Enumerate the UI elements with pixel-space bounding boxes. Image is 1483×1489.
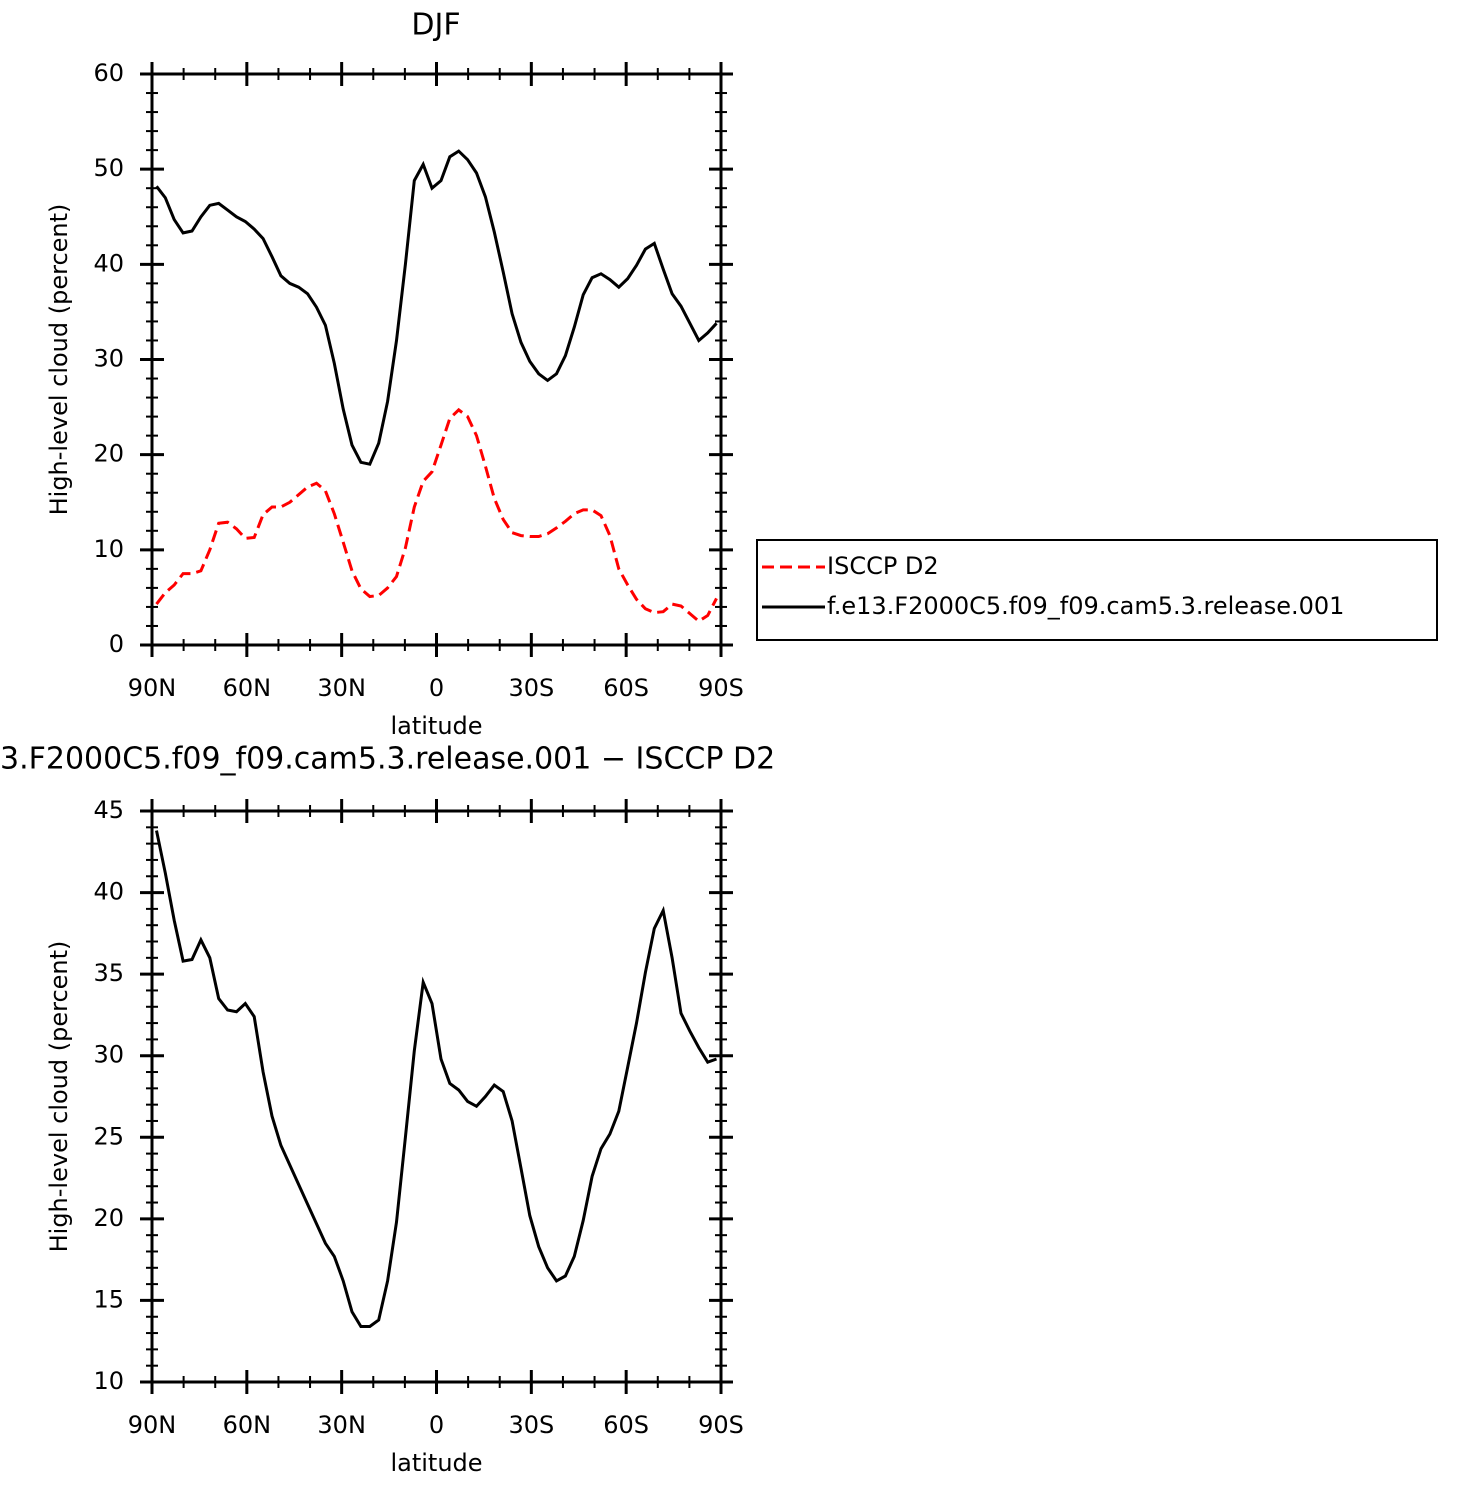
plot-frame <box>150 72 723 647</box>
y-tick-label: 60 <box>93 59 124 87</box>
y-tick-label: 0 <box>109 630 124 658</box>
x-axis-label: latitude <box>390 1449 482 1477</box>
x-tick-label: 0 <box>429 1411 444 1439</box>
chart-title: 3.F2000C5.f09_f09.cam5.3.release.001 − I… <box>0 742 775 777</box>
x-tick-label: 60N <box>223 1411 272 1439</box>
plot-frame <box>150 809 723 1384</box>
x-tick-label: 0 <box>429 674 444 702</box>
y-tick-label: 20 <box>93 1204 124 1232</box>
legend-label: ISCCP D2 <box>827 552 939 580</box>
data-line <box>155 407 718 624</box>
y-axis-label: High-level cloud (percent) <box>45 941 73 1253</box>
y-tick-label: 25 <box>93 1122 124 1150</box>
y-tick-label: 45 <box>93 796 124 824</box>
x-tick-label: 30S <box>508 674 554 702</box>
y-tick-label: 15 <box>93 1285 124 1313</box>
x-tick-label: 90N <box>128 1411 177 1439</box>
y-tick-label: 30 <box>93 345 124 373</box>
y-tick-label: 10 <box>93 1367 124 1395</box>
x-tick-label: 60S <box>603 674 649 702</box>
y-tick-label: 20 <box>93 440 124 468</box>
legend-label: f.e13.F2000C5.f09_f09.cam5.3.release.001 <box>827 592 1344 620</box>
y-tick-label: 30 <box>93 1041 124 1069</box>
y-axis-label: High-level cloud (percent) <box>45 204 73 516</box>
x-tick-label: 30N <box>317 674 366 702</box>
data-line <box>155 149 718 466</box>
x-tick-label: 90N <box>128 674 177 702</box>
y-tick-label: 50 <box>93 154 124 182</box>
y-tick-label: 40 <box>93 249 124 277</box>
x-tick-label: 30N <box>317 1411 366 1439</box>
legend-box <box>756 539 1438 641</box>
y-tick-label: 40 <box>93 878 124 906</box>
x-tick-label: 60N <box>223 674 272 702</box>
x-tick-label: 90S <box>698 1411 744 1439</box>
x-tick-label: 30S <box>508 1411 554 1439</box>
y-tick-label: 35 <box>93 959 124 987</box>
x-axis-label: latitude <box>390 712 482 740</box>
x-tick-label: 90S <box>698 674 744 702</box>
data-line <box>155 830 718 1328</box>
chart-title: DJF <box>411 8 460 43</box>
y-tick-label: 10 <box>93 535 124 563</box>
x-tick-label: 60S <box>603 1411 649 1439</box>
